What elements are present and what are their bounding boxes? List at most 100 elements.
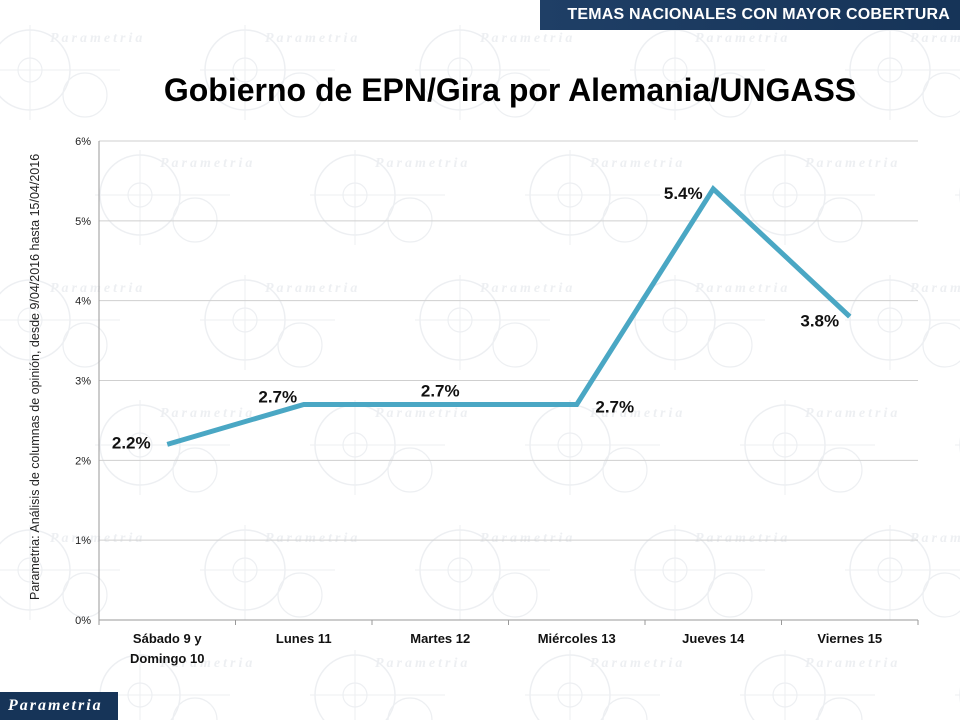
watermark-circle: [387, 197, 433, 243]
watermark-circle: [634, 529, 716, 611]
watermark-circle: [849, 279, 931, 361]
watermark-circle: [342, 432, 368, 458]
watermark-text: Parametria: [695, 531, 790, 546]
watermark-circle: [387, 447, 433, 493]
watermark-text: Parametria: [590, 406, 685, 421]
parametria-logo: Parametria: [0, 692, 118, 720]
watermark-circle: [877, 57, 903, 83]
watermark-circle: [0, 29, 71, 111]
chart-title: Gobierno de EPN/Gira por Alemania/UNGASS: [163, 72, 857, 108]
series-line: [166, 185, 852, 447]
watermark-circle: [17, 57, 43, 83]
x-tick-label: Viernes 15: [817, 631, 882, 646]
watermark-circle: [744, 404, 826, 486]
watermark-text: Parametria: [590, 656, 685, 671]
x-tick-label: Martes 12: [410, 631, 470, 646]
watermark-text: Parametria: [590, 156, 685, 171]
watermark-circle: [419, 29, 501, 111]
watermark-circle: [342, 182, 368, 208]
watermark-circle: [557, 682, 583, 708]
watermark-circle: [204, 29, 286, 111]
watermark-circle: [172, 697, 218, 720]
watermark-circle: [277, 322, 323, 368]
watermark-text: Parametria: [480, 531, 575, 546]
watermark-circle: [634, 29, 716, 111]
watermark-circle: [602, 197, 648, 243]
watermark-text: Parametria: [910, 281, 960, 296]
y-tick-label: 6%: [75, 136, 91, 148]
watermark-circle: [662, 307, 688, 333]
watermark-circle: [419, 279, 501, 361]
watermark-text: Parametria: [160, 156, 255, 171]
watermark-circle: [447, 57, 473, 83]
watermark-circle: [492, 572, 538, 618]
watermark-circle: [529, 154, 611, 236]
watermark-circle: [707, 322, 753, 368]
y-tick-label: 4%: [75, 296, 91, 308]
watermark-text: Parametria: [375, 156, 470, 171]
watermark-text: Parametria: [160, 406, 255, 421]
watermark-circle: [127, 182, 153, 208]
watermark-circle: [232, 557, 258, 583]
watermark-circle: [0, 279, 71, 361]
watermark-circle: [0, 529, 71, 611]
watermark-text: Parametria: [910, 531, 960, 546]
watermark-text: Parametria: [695, 281, 790, 296]
watermark-circle: [922, 572, 960, 618]
watermark-circle: [529, 654, 611, 720]
watermark-circle: [127, 682, 153, 708]
data-label: 3.8%: [800, 312, 839, 331]
watermark-circle: [817, 697, 863, 720]
y-tick-label: 0%: [75, 615, 91, 627]
watermark-circle: [232, 57, 258, 83]
watermark-circle: [62, 72, 108, 118]
watermark-circle: [662, 557, 688, 583]
watermark-circle: [772, 182, 798, 208]
y-tick-label: 5%: [75, 216, 91, 228]
data-label: 5.4%: [664, 184, 703, 203]
watermark-circle: [204, 279, 286, 361]
data-label: 2.7%: [595, 397, 634, 416]
watermark-circle: [557, 432, 583, 458]
data-label: 2.7%: [421, 381, 460, 400]
watermark-text: Parametria: [50, 281, 145, 296]
watermark-circle: [602, 697, 648, 720]
x-tick-label: Sábado 9 y: [133, 631, 202, 646]
watermark-text: Parametria: [910, 31, 960, 46]
watermark-circle: [314, 154, 396, 236]
watermark-circle: [17, 557, 43, 583]
data-label: 2.2%: [112, 433, 151, 452]
watermark-circle: [922, 72, 960, 118]
header-banner: TEMAS NACIONALES CON MAYOR COBERTURA: [540, 0, 960, 30]
watermark-circle: [62, 572, 108, 618]
watermark-text: Parametria: [375, 406, 470, 421]
watermark-text: Parametria: [160, 656, 255, 671]
watermark-circle: [707, 72, 753, 118]
watermark-circle: [634, 279, 716, 361]
watermark-circle: [744, 154, 826, 236]
watermark-circle: [817, 447, 863, 493]
watermark-circle: [877, 557, 903, 583]
watermark-text: Parametria: [695, 31, 790, 46]
watermark-circle: [492, 322, 538, 368]
y-tick-label: 1%: [75, 535, 91, 547]
watermark-circle: [602, 447, 648, 493]
watermark-circle: [277, 572, 323, 618]
watermark-circle: [172, 447, 218, 493]
watermark-circle: [342, 682, 368, 708]
watermark-circle: [849, 29, 931, 111]
watermark-circle: [204, 529, 286, 611]
watermark-text: Parametria: [265, 31, 360, 46]
header-banner-text: TEMAS NACIONALES CON MAYOR COBERTURA: [567, 6, 950, 23]
watermark-circle: [557, 182, 583, 208]
watermark-circle: [744, 654, 826, 720]
watermark-circle: [772, 432, 798, 458]
watermark-circle: [17, 307, 43, 333]
watermark-text: Parametria: [805, 656, 900, 671]
watermark-circle: [922, 322, 960, 368]
watermark-text: Parametria: [805, 156, 900, 171]
watermark-text: Parametria: [480, 31, 575, 46]
data-label: 2.7%: [258, 387, 297, 406]
watermark-circle: [817, 197, 863, 243]
